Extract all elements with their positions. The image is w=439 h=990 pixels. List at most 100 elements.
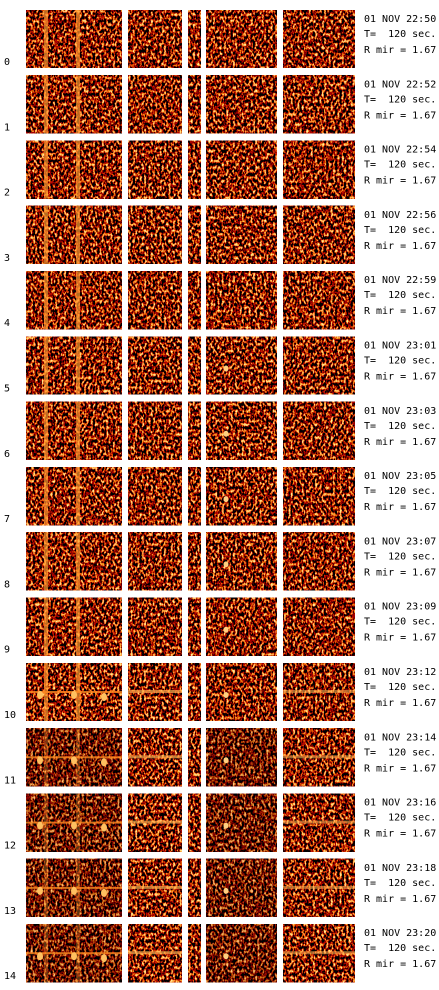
image-noise: [206, 271, 277, 330]
bright-spot: [223, 953, 229, 960]
mirror-radius: R mir = 1.67: [364, 45, 436, 56]
image-noise: [206, 858, 277, 917]
timestamp: 01 NOV 22:52: [364, 79, 436, 90]
image-noise: [128, 271, 182, 330]
image-noise: [206, 336, 277, 395]
exposure: T= 120 sec.: [364, 356, 436, 367]
image-noise: [283, 205, 355, 264]
bright-spot: [37, 691, 43, 699]
exposure: T= 120 sec.: [364, 878, 436, 889]
emission-streak: [76, 271, 80, 330]
emission-streak: [44, 271, 48, 330]
image-noise: [206, 205, 277, 264]
bright-spot: [101, 823, 107, 832]
image-noise: [188, 858, 201, 917]
emission-streak: [44, 205, 48, 264]
mirror-radius: R mir = 1.67: [364, 698, 436, 709]
mirror-radius: R mir = 1.67: [364, 176, 436, 187]
image-noise: [188, 728, 201, 787]
image-noise: [26, 10, 122, 68]
image-noise: [26, 401, 122, 460]
emission-streak: [76, 140, 80, 199]
emission-streak: [76, 401, 80, 460]
image-noise: [283, 467, 355, 526]
bright-spot: [37, 952, 43, 961]
bright-spot: [223, 430, 229, 437]
image-noise: [128, 401, 182, 460]
emission-streak: [44, 401, 48, 460]
horizontal-band: [128, 690, 182, 693]
image-noise: [26, 336, 122, 395]
timestamp: 01 NOV 22:56: [364, 210, 436, 221]
bright-spot: [71, 821, 77, 830]
image-noise: [206, 10, 277, 68]
horizontal-band: [283, 755, 355, 759]
mirror-radius: R mir = 1.67: [364, 829, 436, 840]
timestamp: 01 NOV 23:12: [364, 667, 436, 678]
horizontal-band: [128, 951, 182, 955]
image-noise: [206, 663, 277, 721]
image-noise: [26, 532, 122, 591]
image-noise: [188, 336, 201, 395]
bright-spot: [71, 952, 77, 961]
timestamp: 01 NOV 23:14: [364, 732, 436, 743]
image-noise: [206, 401, 277, 460]
image-noise: [283, 336, 355, 395]
emission-streak: [44, 336, 48, 395]
emission-streak: [76, 10, 80, 68]
exposure: T= 120 sec.: [364, 290, 436, 301]
image-noise: [206, 532, 277, 591]
emission-streak: [76, 205, 80, 264]
image-noise: [128, 336, 182, 395]
image-noise: [26, 75, 122, 134]
image-noise: [188, 140, 201, 199]
row-index: 6: [4, 449, 10, 460]
exposure: T= 120 sec.: [364, 617, 436, 628]
image-noise: [188, 532, 201, 591]
emission-streak: [76, 597, 80, 656]
mirror-radius: R mir = 1.67: [364, 306, 436, 317]
row-index: 9: [4, 645, 10, 656]
bright-spot: [37, 756, 43, 765]
image-noise: [206, 793, 277, 852]
image-noise: [26, 271, 122, 330]
image-noise: [206, 924, 277, 983]
image-noise: [188, 793, 201, 852]
image-noise: [283, 140, 355, 199]
image-noise: [206, 728, 277, 787]
image-noise: [128, 75, 182, 134]
emission-streak: [76, 467, 80, 526]
horizontal-band: [283, 885, 355, 889]
exposure: T= 120 sec.: [364, 943, 436, 954]
timestamp: 01 NOV 23:03: [364, 406, 436, 417]
image-noise: [26, 140, 122, 199]
row-index: 8: [4, 579, 10, 590]
image-noise: [128, 140, 182, 199]
row-index: 0: [4, 57, 10, 68]
mirror-radius: R mir = 1.67: [364, 763, 436, 774]
bright-spot: [223, 822, 229, 829]
mirror-radius: R mir = 1.67: [364, 894, 436, 905]
timestamp: 01 NOV 23:09: [364, 602, 436, 613]
image-noise: [206, 140, 277, 199]
horizontal-band: [283, 690, 355, 693]
image-noise: [188, 401, 201, 460]
image-noise: [26, 467, 122, 526]
emission-streak: [44, 467, 48, 526]
mirror-radius: R mir = 1.67: [364, 110, 436, 121]
bright-spot: [223, 692, 229, 698]
timestamp: 01 NOV 23:18: [364, 863, 436, 874]
horizontal-band: [128, 820, 182, 824]
emission-streak: [44, 10, 48, 68]
bright-spot: [71, 691, 77, 699]
exposure: T= 120 sec.: [364, 160, 436, 171]
image-noise: [128, 532, 182, 591]
emission-streak: [44, 140, 48, 199]
timestamp: 01 NOV 22:59: [364, 275, 436, 286]
row-index: 2: [4, 188, 10, 199]
bright-spot: [223, 561, 229, 568]
exposure: T= 120 sec.: [364, 682, 436, 693]
emission-streak: [76, 75, 80, 134]
image-noise: [188, 271, 201, 330]
bright-spot: [37, 886, 43, 895]
